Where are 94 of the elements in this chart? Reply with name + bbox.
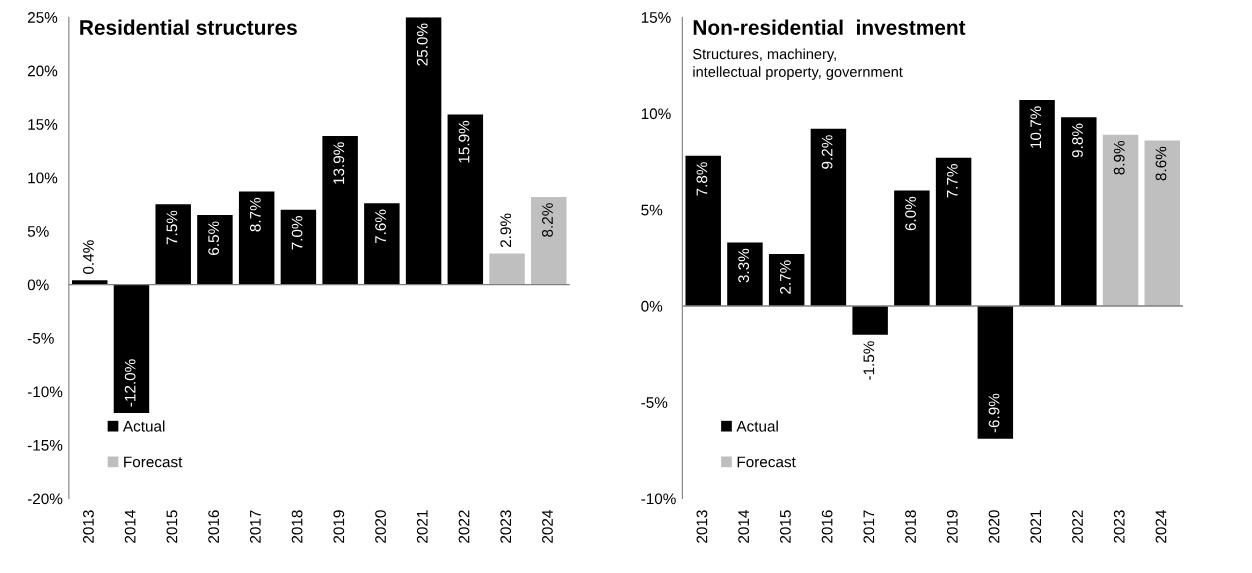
data-label: 8.9%	[1113, 140, 1125, 175]
bar	[364, 203, 400, 285]
x-tick-label: 2019	[946, 510, 958, 543]
data-label: 10.7%	[1030, 106, 1042, 148]
data-label: 7.8%	[696, 162, 708, 196]
text: Structures, machinery, intellectual property, government	[693, 48, 903, 80]
y-tick-label: -20%	[27, 493, 63, 505]
data-label: 0.4%	[83, 240, 94, 274]
legend-label: Forecast	[124, 456, 183, 468]
y-tick-label: -10%	[641, 493, 676, 505]
data-label: -12.0%	[124, 359, 136, 407]
bar	[810, 128, 847, 306]
data-label: 8.6%	[1155, 146, 1167, 181]
x-tick-label: 2024	[1155, 510, 1167, 543]
y-tick-label: 5%	[641, 204, 663, 216]
x-tick-label: 2024	[542, 510, 553, 543]
x-tick-label: 2020	[375, 510, 386, 543]
data-label: 2.7%	[779, 260, 791, 294]
x-tick-label: 2021	[1030, 510, 1042, 543]
data-label: 7.6%	[375, 209, 386, 244]
bar	[531, 196, 567, 285]
x-tick-label: 2013	[83, 510, 94, 543]
y-tick-label: -5%	[641, 397, 668, 408]
x-tick-label: 2018	[905, 510, 916, 543]
chart-title: Residential structures	[80, 19, 297, 35]
bar	[1102, 134, 1139, 306]
x-tick-label: 2017	[249, 510, 261, 543]
x-tick-label: 2023	[1113, 510, 1125, 543]
x-tick-label: 2021	[416, 510, 428, 543]
bar	[197, 215, 233, 285]
bar	[489, 253, 525, 285]
bar	[852, 305, 888, 335]
x-tick-label: 2016	[821, 510, 833, 543]
legend-label: Forecast	[737, 456, 796, 468]
x-tick-label: 2018	[291, 510, 303, 543]
x-tick-label: 2023	[500, 510, 512, 543]
y-tick-label: 10%	[28, 172, 58, 184]
bar	[1019, 99, 1055, 306]
chart-title: Non-residential investment	[693, 19, 966, 35]
y-tick-label: 15%	[28, 119, 58, 130]
x-tick-label: 2017	[863, 510, 875, 543]
data-label: 2.9%	[500, 213, 512, 248]
data-label: 9.2%	[821, 135, 833, 169]
bar	[280, 209, 317, 285]
data-label: 6.0%	[905, 196, 916, 231]
x-tick-label: 2014	[124, 510, 136, 543]
y-tick-label: 25%	[27, 12, 58, 23]
y-tick-label: -15%	[27, 439, 63, 451]
x-tick-label: 2016	[208, 510, 220, 543]
x-tick-label: 2022	[1072, 510, 1083, 543]
data-label: 9.8%	[1072, 123, 1083, 158]
data-label: -6.9%	[988, 393, 1000, 433]
bar	[727, 242, 763, 306]
data-label: 7.7%	[946, 164, 958, 198]
y-tick-label: -5%	[27, 333, 54, 344]
bar	[768, 254, 805, 306]
x-tick-label: 2019	[333, 510, 345, 543]
bar	[113, 284, 150, 413]
y-tick-label: -10%	[27, 386, 63, 398]
y-tick-label: 15%	[641, 12, 671, 23]
y-tick-label: 5%	[27, 226, 49, 237]
bar	[935, 157, 972, 306]
x-tick-label: 2014	[738, 510, 750, 543]
bar	[894, 190, 930, 306]
data-label: 13.9%	[333, 142, 345, 184]
data-label: 8.2%	[542, 203, 553, 237]
x-tick-label: 2015	[779, 510, 791, 543]
data-label: 7.5%	[166, 210, 178, 245]
legend-label: Actual	[736, 420, 778, 432]
data-label: 15.9%	[458, 120, 470, 163]
legend-label: Actual	[122, 420, 165, 432]
bar	[977, 305, 1014, 439]
x-tick-label: 2020	[988, 510, 1000, 543]
data-label: 3.3%	[738, 248, 750, 283]
data-label: -1.5%	[863, 341, 875, 380]
x-tick-label: 2022	[458, 510, 470, 543]
y-tick-label: 20%	[27, 65, 58, 77]
bar	[238, 191, 275, 285]
y-tick-label: 10%	[641, 108, 671, 120]
bar	[447, 114, 484, 285]
bar	[405, 17, 442, 285]
x-tick-label: 2015	[166, 510, 178, 543]
data-label: 8.7%	[249, 197, 261, 232]
bar	[155, 204, 191, 285]
data-label: 6.5%	[208, 221, 220, 255]
data-label: 7.0%	[291, 216, 303, 250]
bar	[1144, 140, 1181, 306]
bar	[1061, 117, 1097, 306]
data-label: 25.0%	[416, 23, 428, 66]
bar	[685, 155, 721, 306]
y-tick-label: 0%	[641, 300, 663, 312]
y-tick-label: 0%	[27, 279, 49, 291]
x-tick-label: 2013	[696, 510, 708, 543]
bar	[322, 135, 358, 285]
